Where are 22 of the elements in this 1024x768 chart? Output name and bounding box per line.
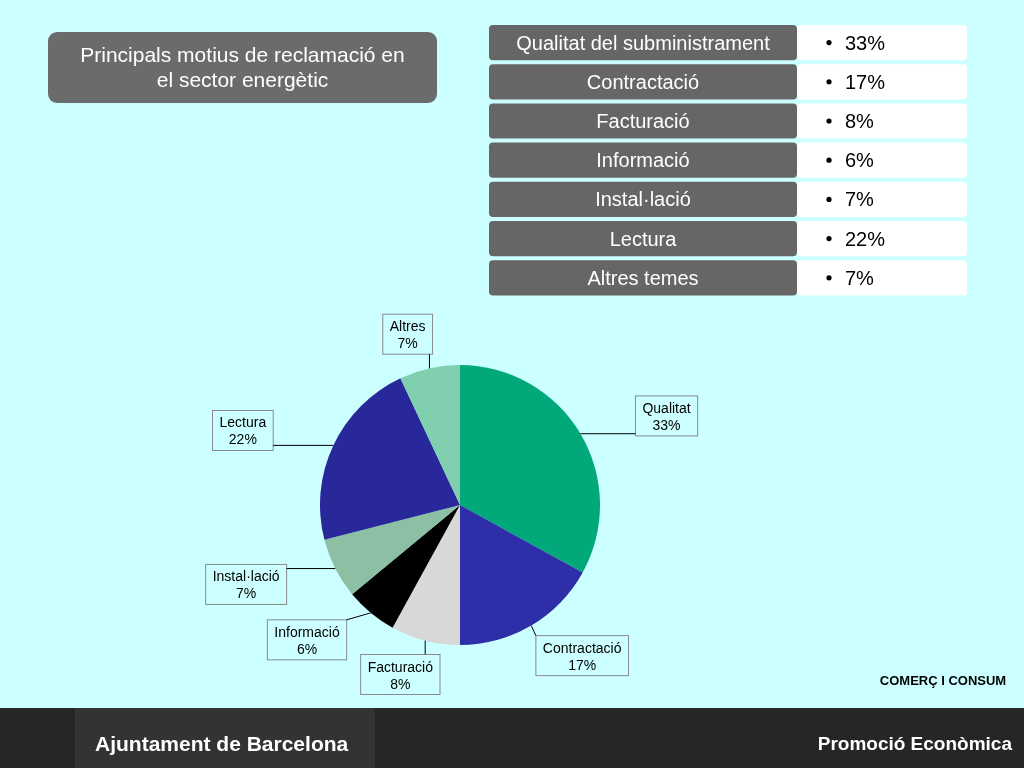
slice-label: Informació bbox=[274, 623, 340, 640]
text: COMERÇ I CONSUM bbox=[879, 673, 1007, 688]
slice-label: Qualitat bbox=[642, 399, 691, 416]
data-label: 17% bbox=[568, 656, 597, 673]
pie-slice bbox=[324, 505, 460, 595]
data-label: 8% bbox=[390, 675, 411, 692]
data-label: 7% bbox=[397, 335, 418, 352]
slice-label: Lectura bbox=[219, 414, 267, 431]
slice-label: Contractació bbox=[542, 639, 622, 656]
pie-slice bbox=[320, 378, 460, 540]
pie-slice bbox=[392, 505, 460, 645]
data-label: 6% bbox=[296, 640, 318, 657]
text: Promoció Econòmica bbox=[817, 733, 1013, 754]
data-label: 33% bbox=[652, 416, 681, 433]
slice-label: Facturació bbox=[367, 658, 434, 675]
pie-slice bbox=[460, 365, 600, 573]
data-label: 22% bbox=[228, 431, 257, 448]
slice-label: Instal·lació bbox=[212, 568, 280, 585]
data-label: 7% bbox=[236, 585, 257, 602]
text: Ajuntament de Barcelona bbox=[95, 732, 349, 755]
slice-label: Altres bbox=[389, 318, 426, 335]
pie-slice bbox=[400, 365, 460, 505]
